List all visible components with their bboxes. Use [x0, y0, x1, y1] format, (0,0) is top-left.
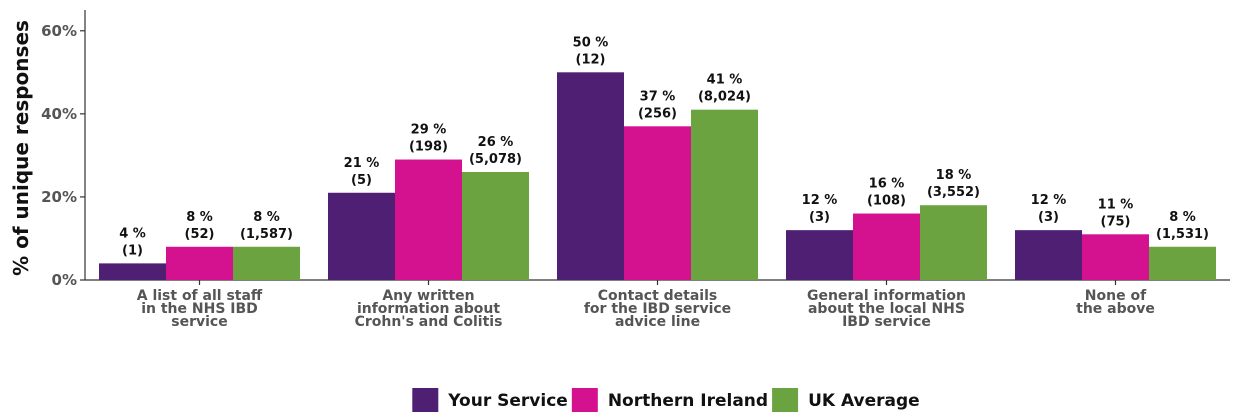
y-tick-label: 40% [41, 105, 77, 123]
bar-value-label: 26 % [478, 135, 514, 150]
bar-value-label: 8 % [186, 210, 213, 225]
x-category-label: advice line [615, 314, 700, 330]
bar [557, 72, 624, 280]
bar-count-label: (52) [185, 227, 215, 242]
bar [691, 109, 758, 280]
legend-swatch [772, 388, 799, 412]
bar-value-label: 41 % [707, 73, 743, 88]
legend-label: Northern Ireland [608, 391, 768, 411]
x-category-label: IBD service [842, 314, 931, 330]
bar-value-label: 37 % [640, 89, 676, 104]
data-labels: 4 % (1) 8 % (52) 8 % (1,587) 21 % (5) 29 % (198) 2… [119, 35, 1209, 258]
bar-count-label: (5) [351, 173, 372, 188]
bar-value-label: 11 % [1098, 197, 1134, 212]
bar-count-label: (75) [1101, 214, 1131, 229]
bar-count-label: (3) [809, 210, 830, 225]
bar [786, 230, 853, 280]
bar [1015, 230, 1082, 280]
bar-value-label: 8 % [253, 210, 280, 225]
bar [166, 246, 233, 280]
bar [920, 205, 987, 280]
legend-swatch [571, 388, 598, 412]
legend-label: UK Average [808, 391, 920, 411]
y-tick-label: 20% [41, 188, 77, 206]
bar-count-label: (12) [576, 52, 606, 67]
bar-count-label: (8,024) [698, 90, 751, 105]
bar-value-label: 12 % [1031, 193, 1067, 208]
bar [233, 246, 300, 280]
bar-count-label: (1,531) [1156, 227, 1209, 242]
bar [328, 192, 395, 280]
bar-value-label: 21 % [344, 156, 380, 171]
bar-count-label: (1,587) [240, 227, 293, 242]
x-category-label: A list of all staff [137, 288, 263, 304]
legend-swatch [412, 388, 439, 412]
bar-value-label: 29 % [411, 123, 447, 138]
bar-value-label: 8 % [1169, 210, 1196, 225]
bar [99, 263, 166, 280]
bar-count-label: (1) [122, 243, 143, 258]
x-category-label: General information [807, 288, 966, 304]
bar-value-label: 18 % [936, 168, 972, 183]
x-category-label: about the local NHS [808, 301, 965, 317]
bar-count-label: (198) [409, 140, 448, 155]
bar [624, 126, 691, 280]
x-category-label: in the NHS IBD [141, 301, 258, 317]
bar-count-label: (3,552) [927, 185, 980, 200]
x-category-label: Any written [382, 288, 474, 304]
bar-count-label: (5,078) [469, 152, 522, 167]
legend-label: Your Service [447, 391, 568, 411]
bar [1149, 246, 1216, 280]
bar-count-label: (256) [638, 106, 677, 121]
x-category-label: service [171, 314, 227, 330]
y-tick-label: 0% [52, 271, 77, 289]
x-category-label: None of [1085, 288, 1147, 304]
bar-value-label: 12 % [802, 193, 838, 208]
x-category-label: Crohn's and Colitis [355, 314, 503, 330]
bar [1082, 234, 1149, 280]
y-tick-label: 60% [41, 22, 77, 40]
y-axis-title: % of unique responses [9, 20, 33, 276]
bar [395, 159, 462, 280]
legend: Your Service Northern Ireland UK Average [412, 388, 920, 412]
bar [853, 213, 920, 280]
bars [99, 72, 1216, 280]
bar-count-label: (3) [1038, 210, 1059, 225]
x-category-label: for the IBD service [584, 301, 731, 317]
bar-value-label: 50 % [573, 35, 609, 50]
bar-value-label: 16 % [869, 177, 905, 192]
x-category-label: information about [357, 301, 500, 317]
x-category-label: Contact details [598, 288, 717, 304]
bar-value-label: 4 % [119, 226, 146, 241]
bar-count-label: (108) [867, 194, 906, 209]
x-category-label: the above [1076, 301, 1155, 317]
bar [462, 172, 529, 280]
